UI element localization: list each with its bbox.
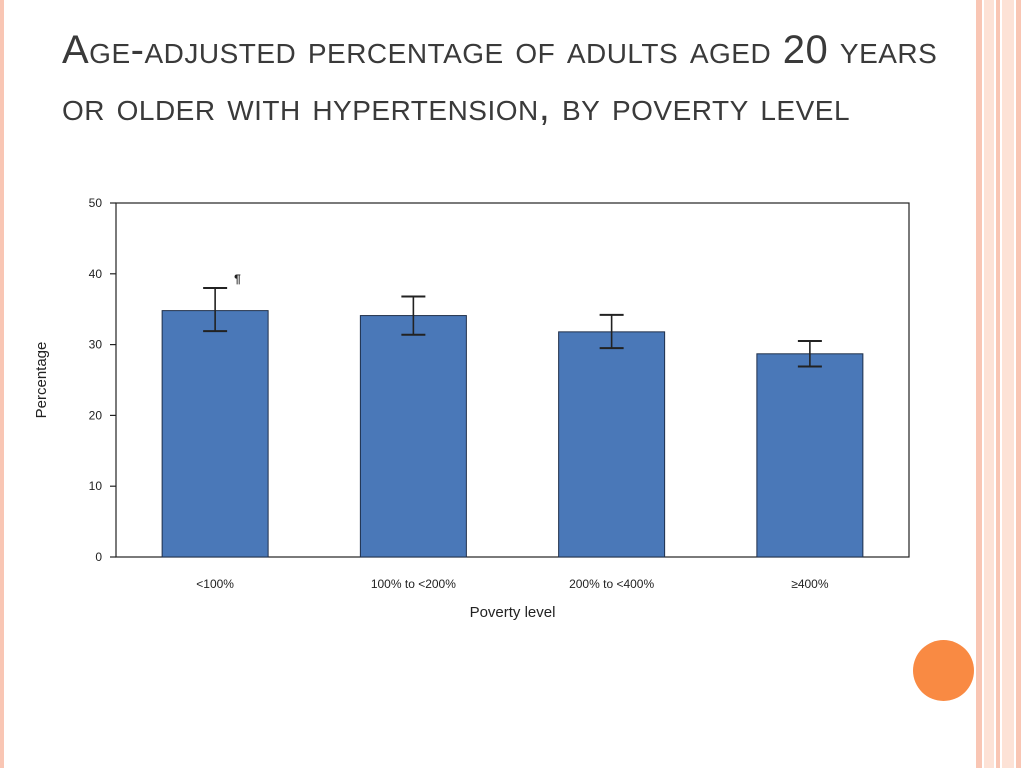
- y-tick-label: 0: [95, 550, 102, 564]
- significance-annotation: ¶: [234, 272, 241, 286]
- bar: [756, 353, 864, 558]
- stripe: [1002, 0, 1014, 768]
- y-tick-label: 10: [89, 479, 103, 493]
- left-border-rule: [0, 0, 14, 768]
- x-axis-label: Poverty level: [470, 604, 556, 621]
- x-tick-label: 200% to <400%: [569, 577, 654, 591]
- plot-frame: [115, 202, 910, 558]
- slide-title: Age-adjusted percentage of adults aged 2…: [62, 28, 938, 129]
- x-tick-label: <100%: [196, 577, 234, 591]
- stripe: [976, 0, 982, 768]
- bar: [359, 315, 467, 558]
- chart-container: 0 10 20 30 40 50 Percentage <100% 100% to <200% 2…: [20, 185, 940, 635]
- y-tick-label: 20: [89, 408, 103, 422]
- y-axis-label: Percentage: [33, 342, 50, 419]
- x-tick-label: ≥400%: [791, 577, 829, 591]
- stripe: [996, 0, 1000, 768]
- bar: [161, 310, 269, 558]
- bar: [558, 331, 666, 558]
- stripe: [984, 0, 994, 768]
- accent-circle: [913, 640, 974, 701]
- x-tick-label: 100% to <200%: [371, 577, 456, 591]
- y-tick-label: 50: [89, 196, 103, 210]
- y-tick-label: 40: [89, 267, 103, 281]
- y-tick-label: 30: [89, 338, 103, 352]
- bar-chart: 0 10 20 30 40 50 Percentage <100% 100% to <200% 2…: [33, 196, 910, 621]
- stripe: [1016, 0, 1021, 768]
- right-decorative-stripes: [976, 0, 1024, 768]
